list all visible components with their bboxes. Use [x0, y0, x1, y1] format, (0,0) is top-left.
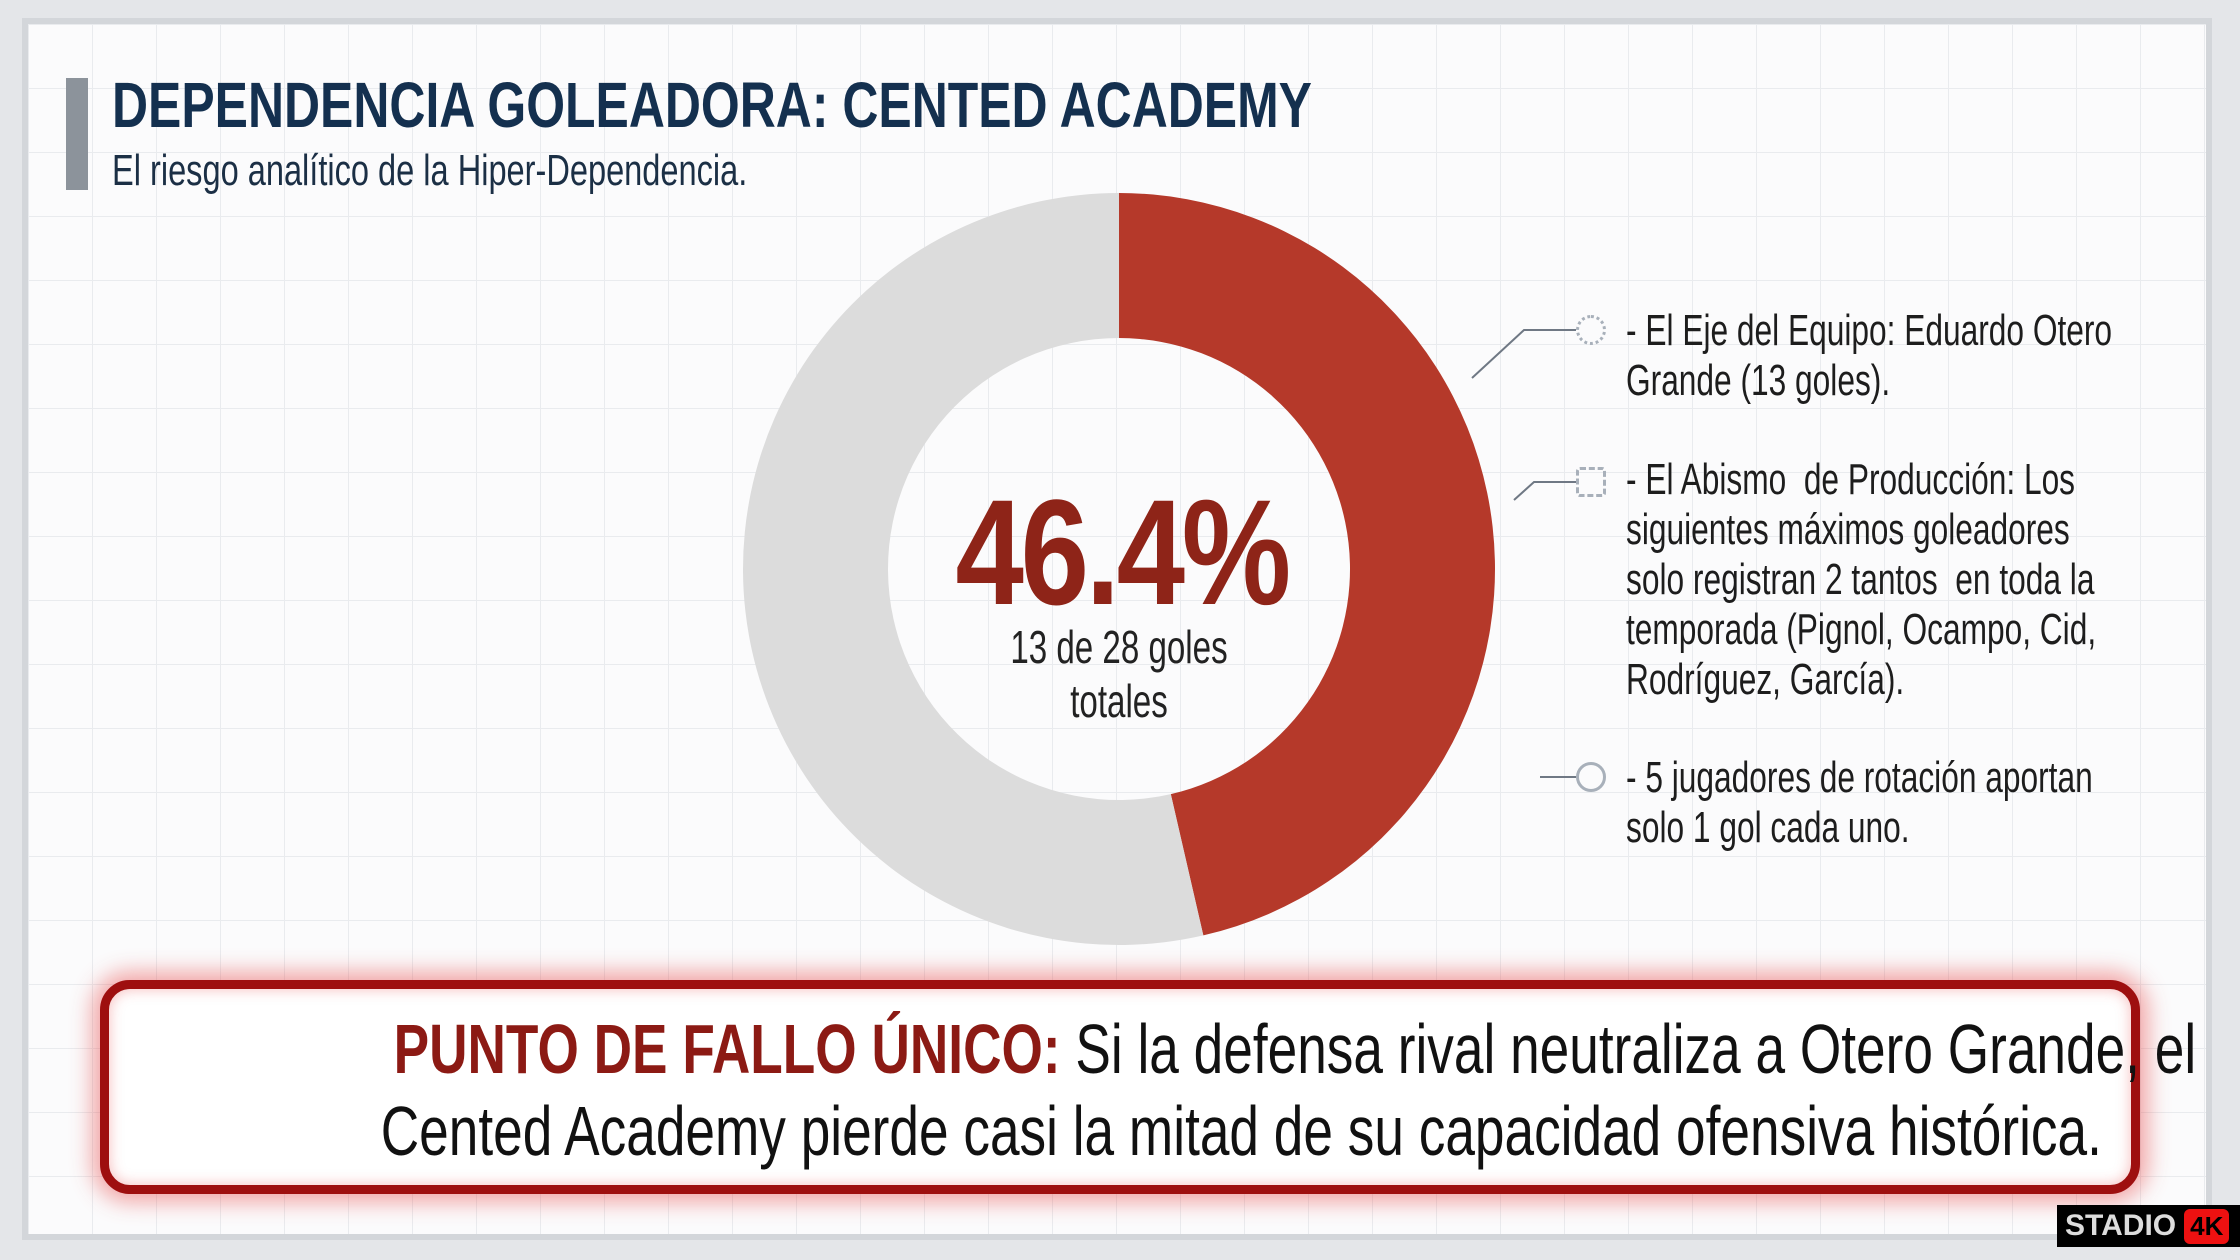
bullet-item: - 5 jugadores de rotación aportan solo 1 … [1626, 753, 2093, 852]
gear-icon [1576, 315, 1606, 345]
center-sublabel: 13 de 28 goles totales [1010, 621, 1228, 727]
connector-line [1471, 329, 1576, 379]
donut-slice-rest [743, 193, 1204, 945]
center-percentage: 46.4% [955, 468, 1291, 636]
connector-line [1513, 481, 1576, 501]
bullet-item: - El Abismo de Producción: Los siguientes… [1626, 455, 2097, 704]
page-subtitle: El riesgo analítico de la Hiper-Dependen… [112, 146, 748, 195]
title-accent-bar [66, 78, 88, 190]
chart-icon [1576, 467, 1606, 497]
logo-word: STADIO [2065, 1209, 2177, 1242]
page-title: DEPENDENCIA GOLEADORA: CENTED ACADEMY [112, 69, 1312, 141]
alert-text: Si la defensa rival neutraliza a Otero G… [1060, 1010, 2197, 1088]
channel-logo: STADIO 4K [2057, 1205, 2240, 1247]
bullet-item: - El Eje del Equipo: Eduardo Otero Grande… [1626, 306, 2113, 405]
rotation-icon [1576, 762, 1606, 792]
alert-text: Cented Academy pierde casi la mitad de s… [380, 1092, 2102, 1170]
logo-badge: 4K [2184, 1208, 2230, 1244]
alert-heading: PUNTO DE FALLO ÚNICO: [393, 1010, 1061, 1088]
donut-slice-top-scorer [1119, 193, 1495, 936]
alert-box: PUNTO DE FALLO ÚNICO: Si la defensa riva… [100, 980, 2196, 1194]
